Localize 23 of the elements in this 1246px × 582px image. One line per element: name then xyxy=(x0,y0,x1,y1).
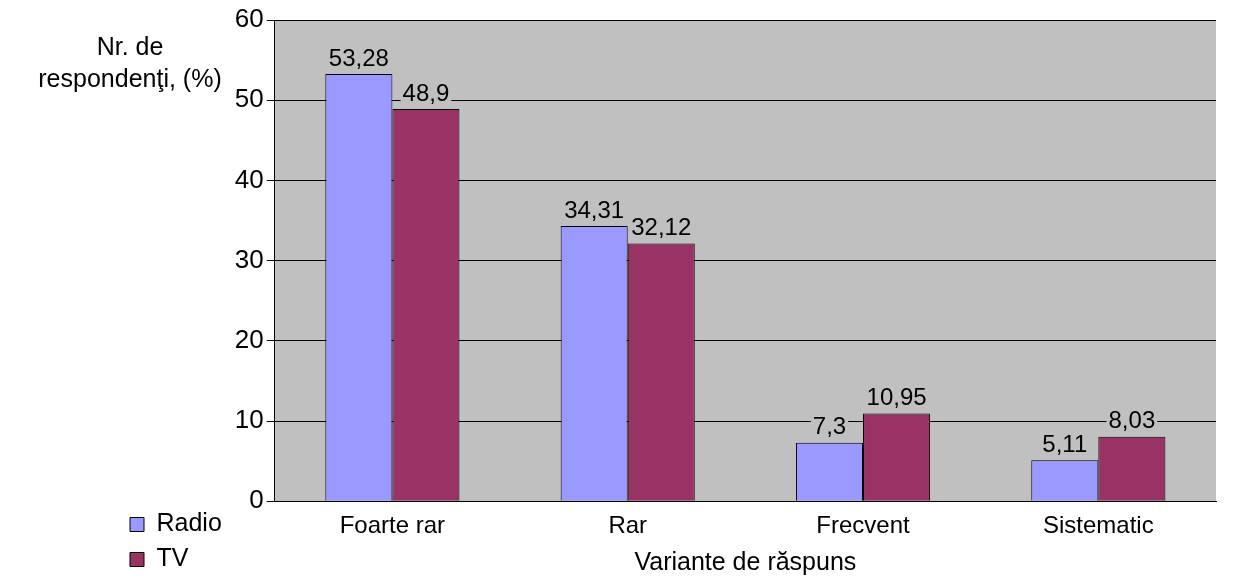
data-label: 34,31 xyxy=(564,195,625,223)
data-label: 32,12 xyxy=(631,213,692,241)
y-tick-label: 30 xyxy=(234,243,264,274)
y-axis-title: Nr. de respondenţi, (%) xyxy=(37,31,223,94)
data-label: 8,03 xyxy=(1108,406,1156,434)
legend-label: TV xyxy=(156,543,189,572)
data-label: 10,95 xyxy=(866,383,927,411)
data-label: 53,28 xyxy=(328,43,389,71)
y-tick-label: 0 xyxy=(249,484,264,515)
data-label: 48,9 xyxy=(402,78,450,106)
data-label: 5,11 xyxy=(1042,429,1088,457)
y-tick-label: 20 xyxy=(234,323,264,354)
y-tick-label: 60 xyxy=(234,3,264,34)
x-tick-label: Rar xyxy=(608,511,648,539)
y-tick-label: 50 xyxy=(234,83,264,114)
data-label: 7,3 xyxy=(812,412,847,440)
y-tick-label: 10 xyxy=(234,404,264,435)
y-tick-label: 40 xyxy=(234,163,264,194)
legend-label: Radio xyxy=(156,508,222,537)
x-tick-label: Foarte rar xyxy=(339,511,446,539)
x-axis-title: Variante de răspuns xyxy=(634,546,857,575)
x-tick-label: Sistematic xyxy=(1042,511,1154,539)
x-tick-label: Frecvent xyxy=(816,511,911,539)
